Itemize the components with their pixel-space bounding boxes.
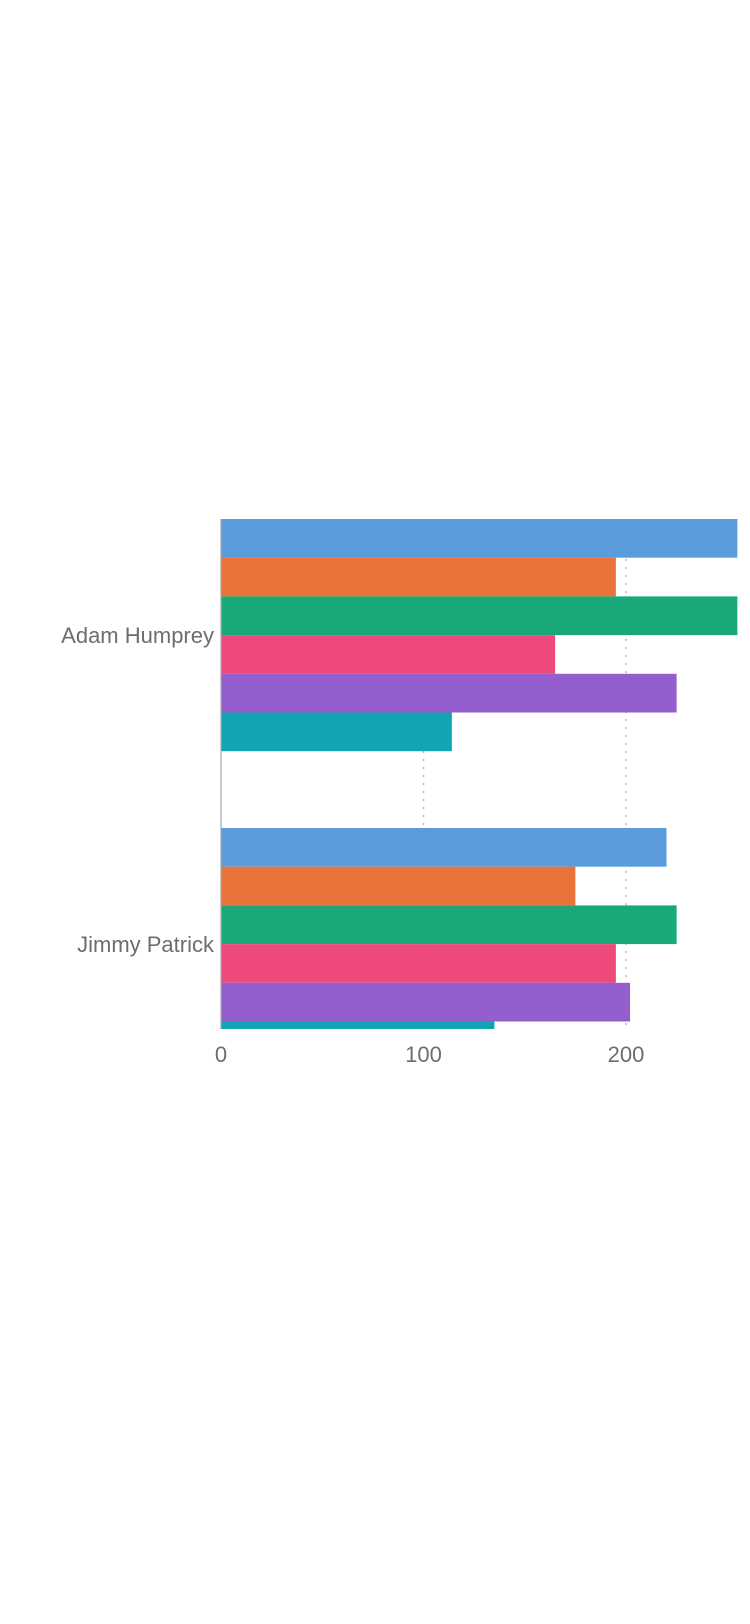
bar-2-series-1 (221, 828, 667, 867)
x-tick-label-100: 100 (405, 1042, 442, 1067)
bar-2-series-5 (221, 982, 631, 1022)
bar-1-series-1 (221, 519, 738, 558)
bars (221, 519, 738, 1029)
labels: Adam Humprey Jimmy Patrick 0 100 200 (61, 623, 644, 1067)
bar-1-series-4 (221, 635, 556, 674)
x-tick-label-0: 0 (215, 1042, 227, 1067)
bar-1-series-6 (221, 712, 452, 752)
bar-2-series-2 (221, 866, 576, 906)
category-label-2: Jimmy Patrick (77, 932, 215, 957)
bar-1-series-3 (221, 596, 738, 636)
bar-1-series-5 (221, 673, 677, 713)
x-tick-label-200: 200 (608, 1042, 645, 1067)
category-label-1: Adam Humprey (61, 623, 214, 648)
bar-2-series-4 (221, 944, 616, 983)
bar-2-series-3 (221, 905, 677, 945)
bar-2-series-6 (221, 1021, 495, 1029)
bar-1-series-2 (221, 557, 616, 597)
